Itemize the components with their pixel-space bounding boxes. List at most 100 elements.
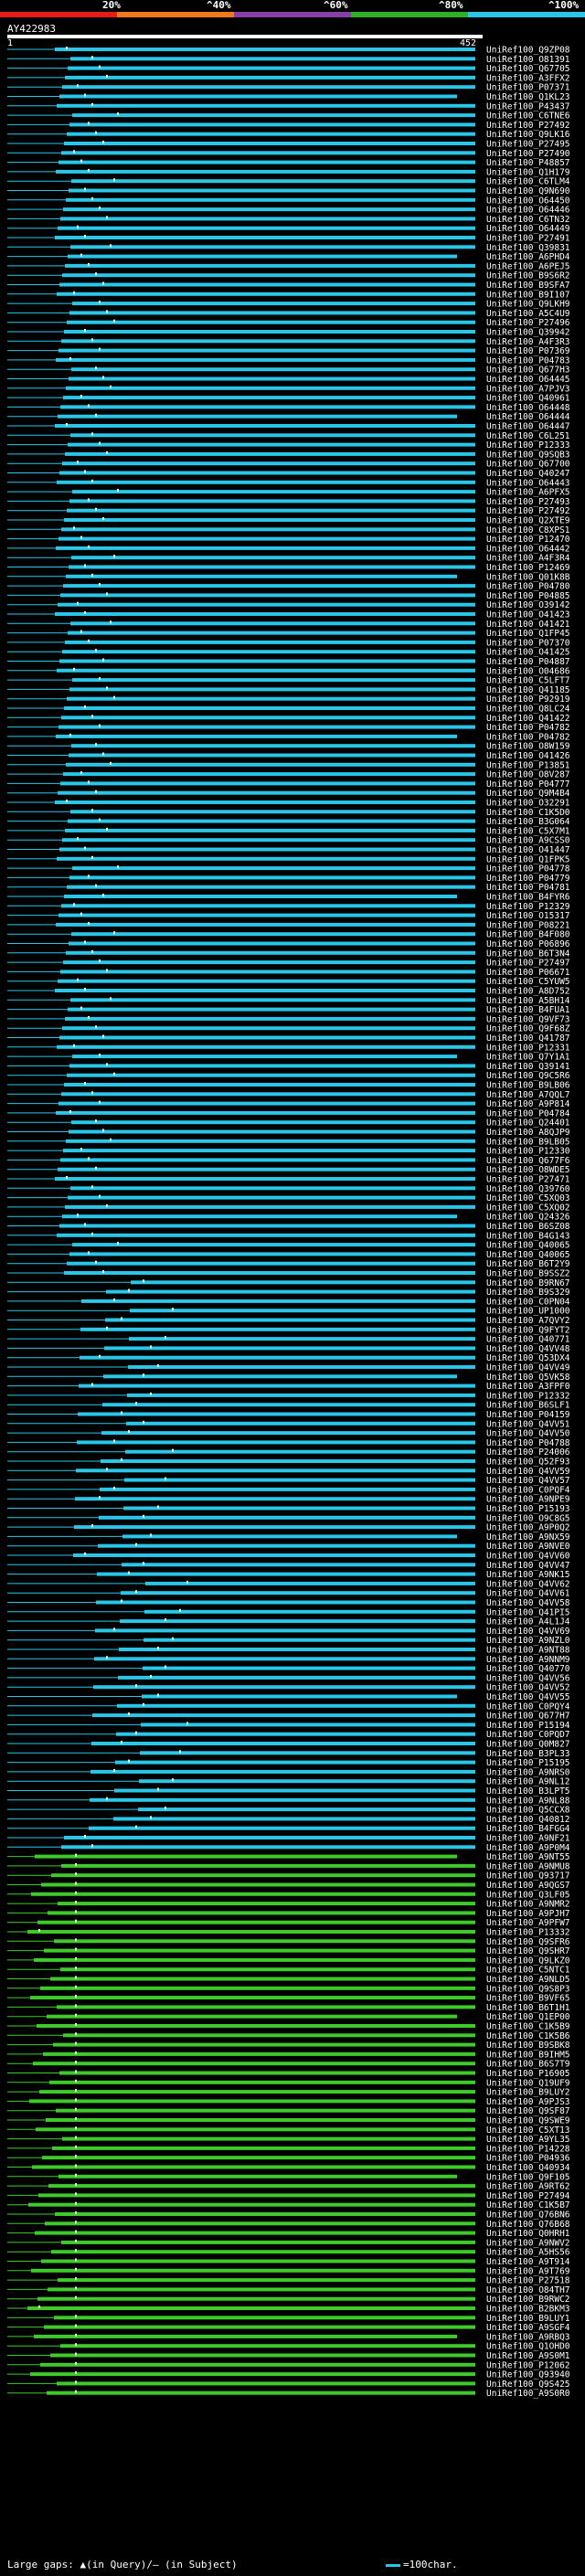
hit-row[interactable]: UniRef100_Q9C5R6 xyxy=(7,1071,570,1081)
hit-bar[interactable] xyxy=(57,480,475,484)
hit-bar[interactable] xyxy=(27,1930,475,1934)
hit-bar[interactable] xyxy=(57,103,475,108)
hit-bar[interactable] xyxy=(71,179,475,184)
hit-row[interactable]: UniRef100_P12469 xyxy=(7,563,570,573)
hit-label[interactable]: UniRef100_P04788 xyxy=(486,1438,570,1448)
hit-bar[interactable] xyxy=(60,1158,475,1162)
hit-row[interactable]: UniRef100_A9NMU8 xyxy=(7,1861,570,1871)
hit-row[interactable]: UniRef100_P04159 xyxy=(7,1410,570,1420)
hit-bar[interactable] xyxy=(93,1685,475,1690)
hit-bar[interactable] xyxy=(59,1224,475,1228)
hit-bar[interactable] xyxy=(58,1101,475,1106)
hit-row[interactable]: UniRef100_Q41PI5 xyxy=(7,1607,570,1617)
hit-label[interactable]: UniRef100_Q39760 xyxy=(486,1184,570,1194)
hit-label[interactable]: UniRef100_Q7Y1A1 xyxy=(486,1053,570,1063)
hit-label[interactable]: UniRef100_A9NLD5 xyxy=(486,1975,570,1985)
hit-label[interactable]: UniRef100_Q1FPK5 xyxy=(486,854,570,864)
hit-label[interactable]: UniRef100_P07369 xyxy=(486,346,570,356)
hit-bar[interactable] xyxy=(55,236,475,239)
hit-row[interactable]: UniRef100_Q4VV49 xyxy=(7,1363,570,1373)
hit-bar[interactable] xyxy=(60,217,475,221)
hit-label[interactable]: UniRef100_P27490 xyxy=(486,149,570,159)
hit-bar[interactable] xyxy=(29,2099,475,2104)
hit-row[interactable]: UniRef100_O8W159 xyxy=(7,742,570,752)
hit-bar[interactable] xyxy=(122,1563,475,1567)
hit-label[interactable]: UniRef100_Q40771 xyxy=(486,1335,570,1345)
hit-row[interactable]: UniRef100_O64444 xyxy=(7,412,570,422)
hit-bar[interactable] xyxy=(47,2390,475,2395)
hit-row[interactable]: UniRef100_A4L1J4 xyxy=(7,1617,570,1627)
hit-label[interactable]: UniRef100_P06896 xyxy=(486,939,570,949)
hit-row[interactable]: UniRef100_P07371 xyxy=(7,83,570,93)
hit-row[interactable]: UniRef100_UP1000 xyxy=(7,1307,570,1317)
hit-bar[interactable] xyxy=(69,875,475,880)
hit-bar[interactable] xyxy=(62,85,475,90)
hit-row[interactable]: UniRef100_P27471 xyxy=(7,1175,570,1185)
hit-bar[interactable] xyxy=(99,1515,475,1520)
hit-label[interactable]: UniRef100_Q0HRH1 xyxy=(486,2229,570,2239)
hit-label[interactable]: UniRef100_Q9SQB3 xyxy=(486,450,570,460)
hit-bar[interactable] xyxy=(72,1243,475,1247)
hit-row[interactable]: UniRef100_P13332 xyxy=(7,1928,570,1938)
hit-label[interactable]: UniRef100_Q41787 xyxy=(486,1034,570,1044)
hit-row[interactable]: UniRef100_B6T3N4 xyxy=(7,949,570,959)
hit-label[interactable]: UniRef100_Q4VV55 xyxy=(486,1692,570,1702)
hit-bar[interactable] xyxy=(69,565,475,569)
hit-label[interactable]: UniRef100_C5X7M1 xyxy=(486,826,570,836)
hit-label[interactable]: UniRef100_P27493 xyxy=(486,497,570,507)
hit-label[interactable]: UniRef100_Q4VV48 xyxy=(486,1344,570,1354)
hit-bar[interactable] xyxy=(144,1638,475,1642)
hit-label[interactable]: UniRef100_A8QJP9 xyxy=(486,1128,570,1138)
hit-label[interactable]: UniRef100_P04781 xyxy=(486,883,570,893)
hit-bar[interactable] xyxy=(62,650,475,654)
hit-row[interactable]: UniRef100_Q4VV52 xyxy=(7,1683,570,1693)
hit-row[interactable]: UniRef100_A8D752 xyxy=(7,987,570,997)
hit-row[interactable]: UniRef100_A9YL35 xyxy=(7,2135,570,2145)
hit-bar[interactable] xyxy=(58,602,475,607)
hit-label[interactable]: UniRef100_Q9LK16 xyxy=(486,130,570,140)
hit-bar[interactable] xyxy=(57,856,475,861)
hit-label[interactable]: UniRef100_C1K5B6 xyxy=(486,2031,570,2041)
hit-bar[interactable] xyxy=(58,536,475,541)
hit-bar[interactable] xyxy=(65,640,475,644)
hit-label[interactable]: UniRef100_P15195 xyxy=(486,1758,570,1768)
hit-row[interactable]: UniRef100_Q677F6 xyxy=(7,1156,570,1166)
hit-bar[interactable] xyxy=(36,2127,475,2132)
hit-label[interactable]: UniRef100_P27496 xyxy=(486,318,570,328)
hit-bar[interactable] xyxy=(120,1619,475,1624)
hit-row[interactable]: UniRef100_A9NWV2 xyxy=(7,2238,570,2248)
hit-label[interactable]: UniRef100_Q76BN6 xyxy=(486,2210,570,2221)
hit-label[interactable]: UniRef100_A9NRS0 xyxy=(486,1767,570,1777)
hit-row[interactable]: UniRef100_P12331 xyxy=(7,1043,570,1053)
hit-bar[interactable] xyxy=(116,1732,475,1736)
hit-label[interactable]: UniRef100_Q39831 xyxy=(486,243,570,253)
hit-row[interactable]: UniRef100_P04784 xyxy=(7,1108,570,1118)
hit-bar[interactable] xyxy=(72,302,475,306)
hit-row[interactable]: UniRef100_A9CSS0 xyxy=(7,836,570,846)
hit-row[interactable]: UniRef100_C6L251 xyxy=(7,431,570,441)
hit-row[interactable]: UniRef100_B4FUA1 xyxy=(7,1005,570,1015)
hit-label[interactable]: UniRef100_Q39141 xyxy=(486,1062,570,1072)
hit-label[interactable]: UniRef100_B4FGG4 xyxy=(486,1824,570,1834)
hit-label[interactable]: UniRef100_Q677F6 xyxy=(486,1156,570,1166)
hit-label[interactable]: UniRef100_B9S6R2 xyxy=(486,271,570,281)
hit-row[interactable]: UniRef100_Q19UF9 xyxy=(7,2078,570,2088)
hit-row[interactable]: UniRef100_P12333 xyxy=(7,440,570,451)
hit-label[interactable]: UniRef100_Q5CCX8 xyxy=(486,1806,570,1816)
hit-label[interactable]: UniRef100_P12332 xyxy=(486,1391,570,1401)
hit-bar[interactable] xyxy=(52,2146,475,2150)
hit-bar[interactable] xyxy=(128,1365,475,1369)
hit-row[interactable]: UniRef100_B9RWC2 xyxy=(7,2295,570,2305)
hit-row[interactable]: UniRef100_Q40812 xyxy=(7,1815,570,1825)
hit-label[interactable]: UniRef100_O04686 xyxy=(486,666,570,676)
hit-row[interactable]: UniRef100_O41425 xyxy=(7,648,570,658)
hit-row[interactable]: UniRef100_Q7Y1A1 xyxy=(7,1053,570,1063)
hit-label[interactable]: UniRef100_Q677H7 xyxy=(486,1712,570,1722)
hit-label[interactable]: UniRef100_Q1OHD0 xyxy=(486,2342,570,2352)
hit-label[interactable]: UniRef100_B9LUY2 xyxy=(486,2088,570,2098)
hit-label[interactable]: UniRef100_P14228 xyxy=(486,2144,570,2154)
hit-bar[interactable] xyxy=(67,696,475,701)
hit-row[interactable]: UniRef100_Q39141 xyxy=(7,1062,570,1072)
hit-bar[interactable] xyxy=(63,2033,475,2038)
hit-label[interactable]: UniRef100_C5XQ03 xyxy=(486,1193,570,1203)
